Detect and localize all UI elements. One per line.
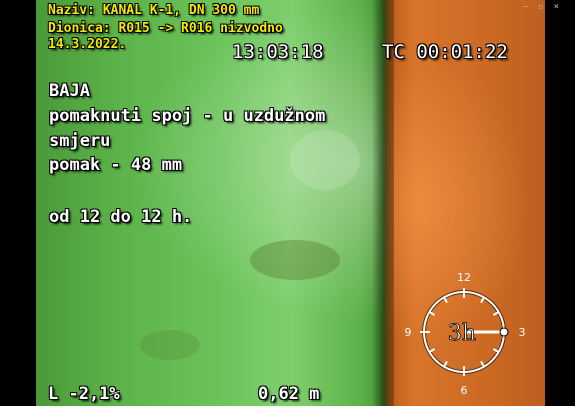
header-time: 13:03:18 bbox=[232, 41, 324, 63]
header-section: Dionica: R015 -> R016 nizvodno bbox=[48, 21, 283, 36]
clock-label-6: 6 bbox=[461, 384, 468, 396]
clock-label-9: 9 bbox=[405, 326, 412, 339]
clock-label-3: 3 bbox=[519, 326, 526, 339]
header-title: Naziv: KANAL K-1, DN 300 mm bbox=[48, 3, 259, 18]
annotation-text-2: smjeru bbox=[49, 131, 110, 151]
minimize-button[interactable]: – bbox=[523, 2, 538, 12]
header-counter: TC 00:01:22 bbox=[382, 41, 508, 63]
pipe-stain bbox=[140, 330, 200, 360]
header-date: 14.3.2022. bbox=[48, 37, 126, 52]
annotation-code: BAJA bbox=[49, 81, 90, 101]
letterbox-left bbox=[0, 0, 36, 406]
close-button[interactable]: × bbox=[554, 2, 569, 12]
footer-inclination: L -2,1% bbox=[48, 384, 120, 404]
annotation-text-1: pomaknuti spoj - u uzdužnom bbox=[49, 106, 325, 126]
pipe-stain bbox=[250, 240, 340, 280]
letterbox-right bbox=[545, 0, 575, 406]
clock-position-label: 3h bbox=[448, 321, 476, 346]
clock-position-icon: 12 6 9 3 3h bbox=[400, 268, 528, 396]
clock-label-12: 12 bbox=[457, 271, 471, 284]
annotation-text-3: pomak - 48 mm bbox=[49, 155, 182, 175]
pipe-stain bbox=[290, 130, 360, 190]
annotation-text-4: od 12 do 12 h. bbox=[49, 207, 192, 227]
window-controls: –▫× bbox=[523, 2, 569, 12]
footer-distance: 0,62 m bbox=[258, 384, 319, 404]
maximize-button[interactable]: ▫ bbox=[538, 2, 553, 12]
